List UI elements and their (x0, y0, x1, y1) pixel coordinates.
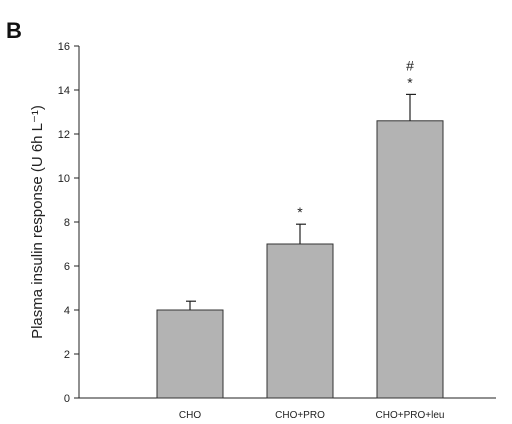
bar (157, 310, 223, 398)
bar (267, 244, 333, 398)
y-tick-label: 10 (58, 173, 70, 185)
y-tick-label: 14 (58, 85, 70, 97)
y-tick-label: 2 (64, 349, 70, 361)
y-tick-label: 16 (58, 41, 70, 53)
panel-label: B (6, 18, 22, 43)
y-tick-label: 6 (64, 261, 70, 273)
y-tick-label: 4 (64, 305, 70, 317)
x-tick-label: CHO (179, 410, 201, 421)
bar (377, 121, 443, 398)
x-tick-label: CHO+PRO (275, 410, 325, 421)
significance-marker: * (407, 74, 413, 90)
y-axis-title: Plasma insulin response (U 6h L⁻¹) (29, 105, 46, 339)
bars (157, 94, 443, 398)
y-tick-label: 0 (64, 393, 70, 405)
significance-marker: # (406, 57, 414, 73)
y-tick-label: 8 (64, 217, 70, 229)
x-tick-label: CHO+PRO+leu (376, 410, 445, 421)
y-tick-label: 12 (58, 129, 70, 141)
significance-marker: * (297, 204, 303, 220)
